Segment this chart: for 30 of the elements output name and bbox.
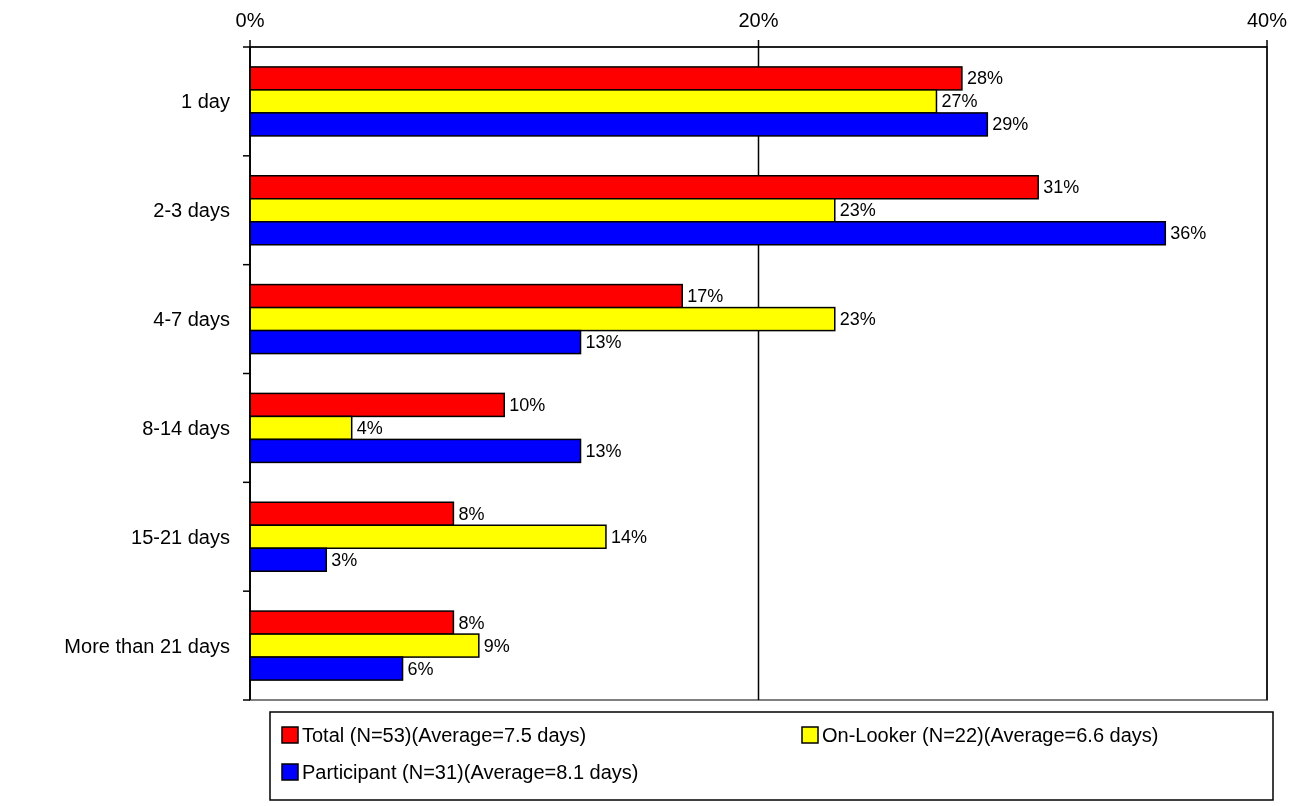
data-label: 23% bbox=[839, 200, 876, 221]
x-tick-label: 40% bbox=[1246, 9, 1288, 31]
data-label: 9% bbox=[483, 635, 510, 656]
data-label: 3% bbox=[331, 549, 358, 570]
legend-label: Participant (N=31)(Average=8.1 days) bbox=[302, 761, 639, 783]
data-label: 10% bbox=[509, 394, 546, 415]
data-label: 8% bbox=[458, 503, 485, 524]
data-label: 8% bbox=[458, 612, 485, 633]
data-label: 6% bbox=[407, 658, 434, 679]
data-label: 29% bbox=[992, 114, 1029, 135]
y-tick-label: 15-21 days bbox=[131, 525, 230, 548]
legend-label: On-Looker (N=22)(Average=6.6 days) bbox=[822, 724, 1159, 746]
data-label: 17% bbox=[687, 286, 724, 307]
legend-label: Total (N=53)(Average=7.5 days) bbox=[302, 724, 587, 746]
data-label: 4% bbox=[356, 417, 383, 438]
data-label: 13% bbox=[585, 440, 622, 461]
y-tick-label: 8-14 days bbox=[142, 416, 230, 439]
data-label: 28% bbox=[966, 68, 1003, 89]
data-label: 23% bbox=[839, 309, 876, 330]
y-tick-label: 4-7 days bbox=[153, 308, 230, 331]
data-label: 31% bbox=[1043, 177, 1080, 198]
data-label: 27% bbox=[941, 91, 978, 112]
x-tick-label: 0% bbox=[235, 9, 265, 31]
y-tick-label: 1 day bbox=[181, 90, 230, 113]
y-tick-label: More than 21 days bbox=[64, 634, 230, 657]
data-label: 13% bbox=[585, 332, 622, 353]
data-label: 14% bbox=[610, 526, 647, 547]
y-tick-label: 2-3 days bbox=[153, 199, 230, 222]
data-label: 36% bbox=[1170, 223, 1207, 244]
x-tick-label: 20% bbox=[738, 9, 779, 31]
